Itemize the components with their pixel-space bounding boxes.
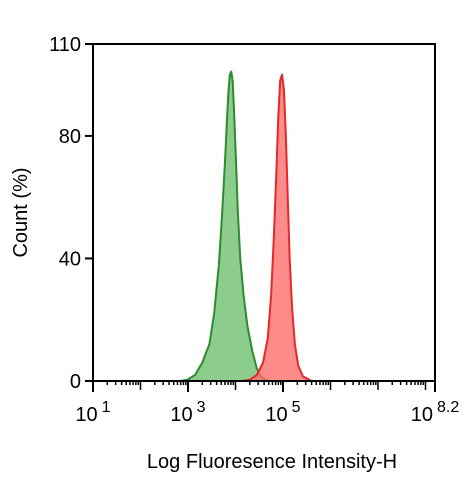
series-1-area <box>180 71 269 381</box>
y-tick-label: 0 <box>70 371 81 393</box>
y-tick-label: 110 <box>49 34 81 56</box>
x-tick-label: 10 5 <box>265 399 300 426</box>
ticks-layer: 0 40 80 110 10 1 10 3 10 5 10 8.2 <box>49 34 459 426</box>
labels-layer: Log Fluoresence Intensity-H Count (%) <box>10 167 397 473</box>
series-layer <box>180 70 312 382</box>
y-tick-label: 40 <box>59 248 81 270</box>
x-axis-label: Log Fluoresence Intensity-H <box>147 451 397 473</box>
x-tick-label: 10 8.2 <box>411 399 460 426</box>
y-axis-label: Count (%) <box>10 167 32 257</box>
plot-frame <box>92 43 436 382</box>
x-tick-label: 10 1 <box>75 399 110 426</box>
y-tick-label: 80 <box>59 126 81 148</box>
series-2-line <box>242 73 312 382</box>
axes-layer <box>92 43 436 382</box>
series-2-area <box>242 74 312 381</box>
x-tick-label: 10 3 <box>170 399 205 426</box>
series-1-line <box>180 70 270 382</box>
